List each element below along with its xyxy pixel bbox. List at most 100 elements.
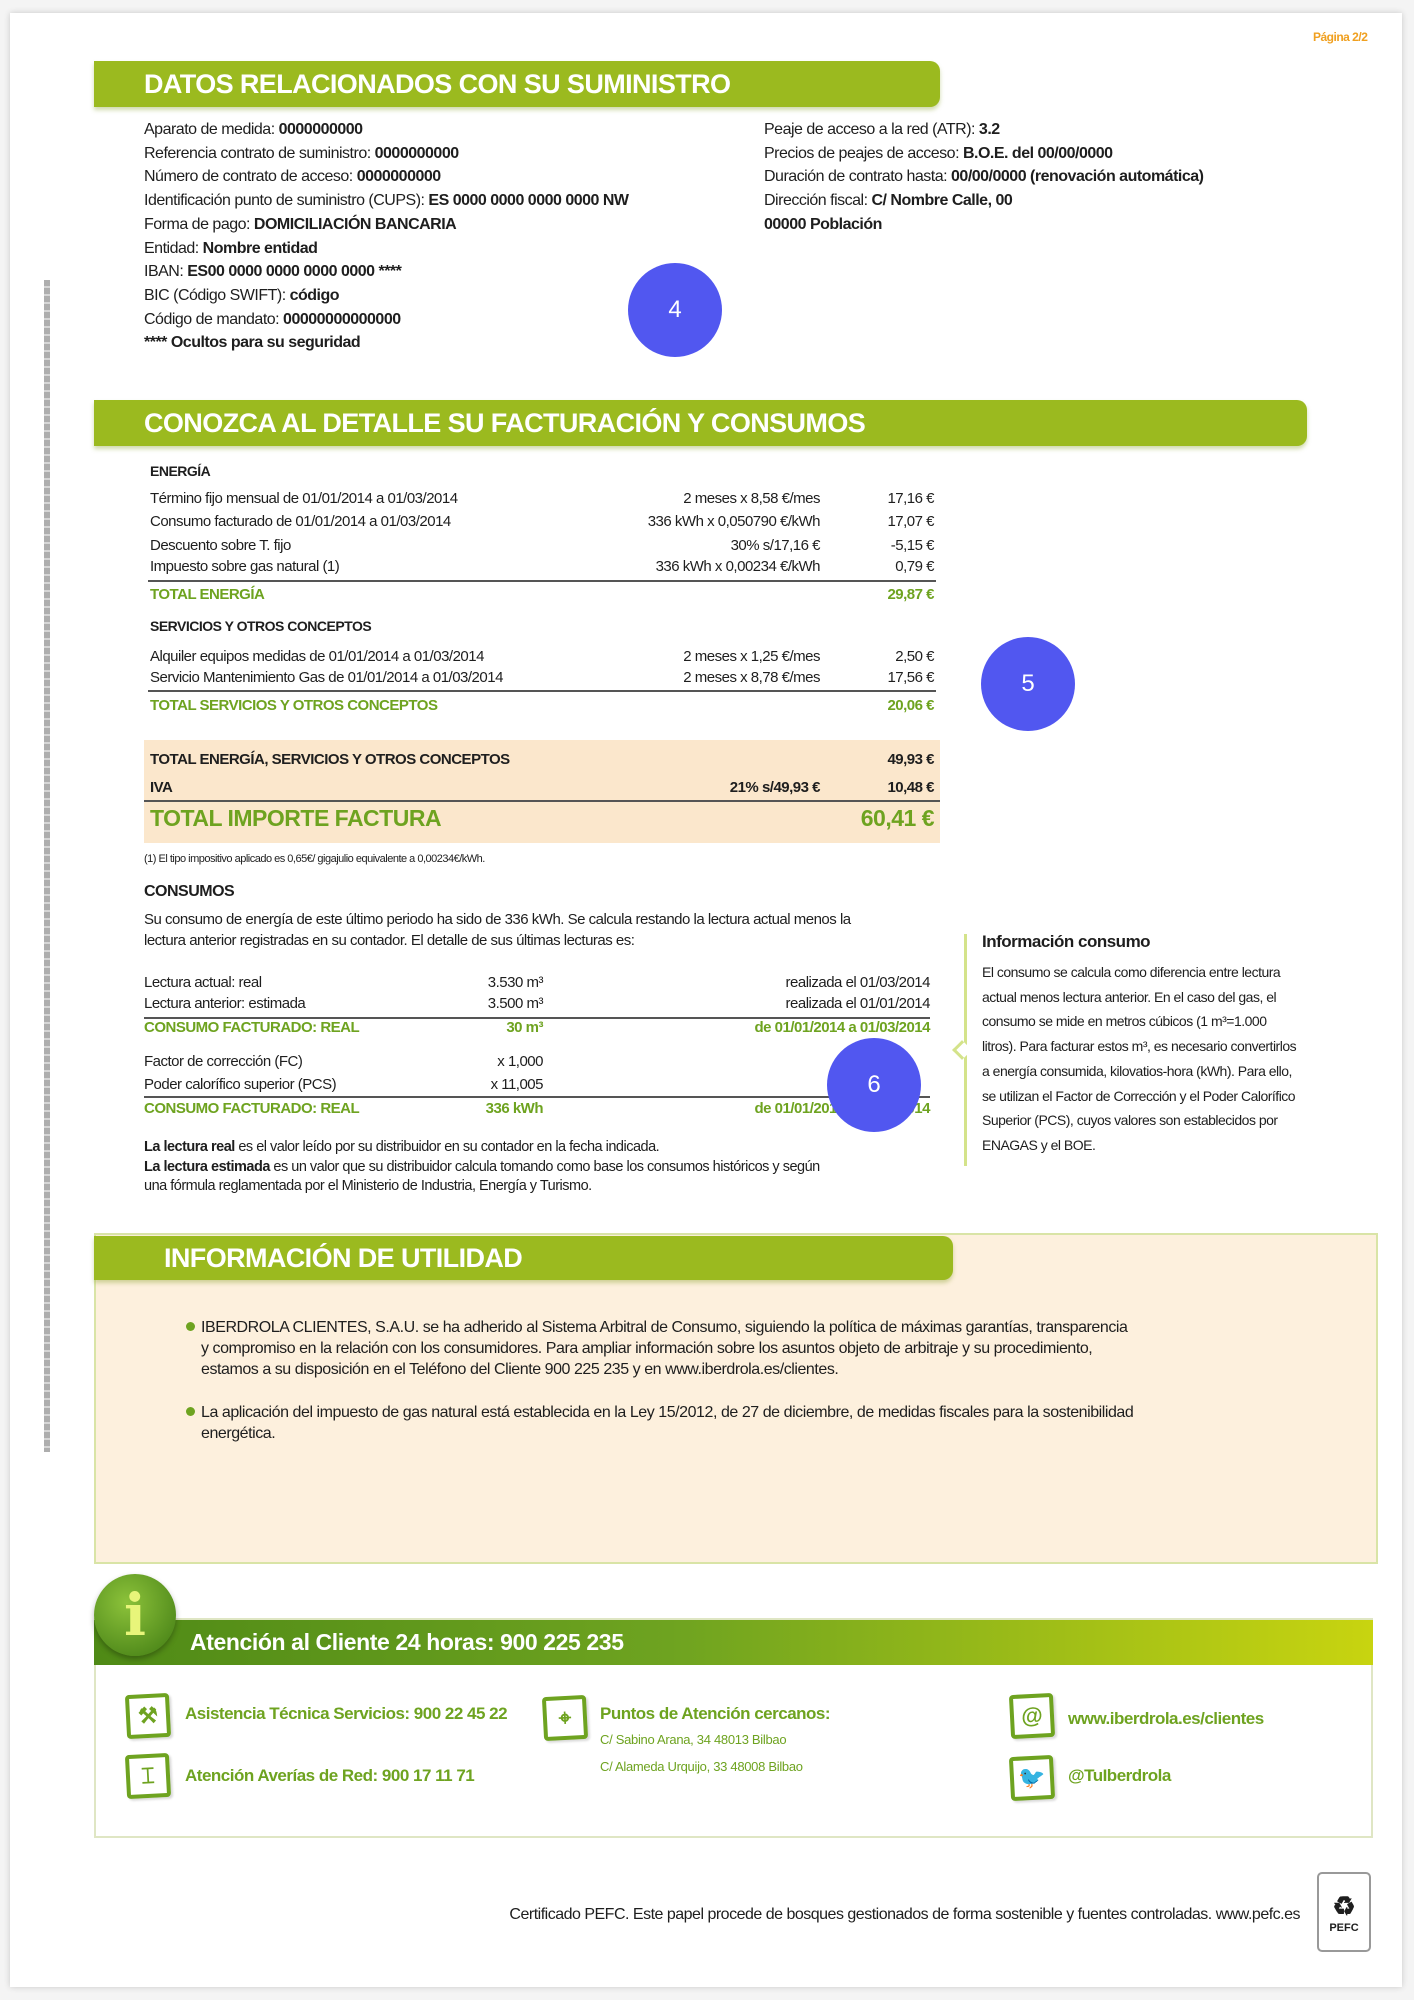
separator-line xyxy=(148,690,936,692)
note-text: es el valor leído por su distribuidor en… xyxy=(234,1139,660,1155)
energy-total-row-amount: 29,87 € xyxy=(887,585,934,603)
vertical-legal-text xyxy=(44,280,50,1452)
factor-row-value: x 11,005 xyxy=(490,1075,544,1093)
utility-line: La aplicación del impuesto de gas natura… xyxy=(201,1404,1134,1421)
field-label: Identificación punto de suministro (CUPS… xyxy=(144,192,429,210)
faults-phone[interactable]: Atención Averías de Red: 900 17 11 71 xyxy=(185,1766,475,1785)
invoice-total-row-label: TOTAL IMPORTE FACTURA xyxy=(150,804,442,831)
services-total-row-label: TOTAL SERVICIOS Y OTROS CONCEPTOS xyxy=(150,696,438,714)
iva-row: IVA 21% s/49,93 € 10,48 € xyxy=(150,777,934,797)
note-bold: La lectura real xyxy=(144,1139,235,1155)
tree-icon: ♻ xyxy=(1332,1890,1356,1921)
energy-row-detail: 2 meses x 8,58 €/mes xyxy=(683,489,820,507)
note-text: es un valor que su distribuidor calcula … xyxy=(269,1158,820,1175)
info-consumo-title: Información consumo xyxy=(982,932,1151,951)
info-line: consumo se mide en metros cúbicos (1 m³=… xyxy=(982,1013,1267,1030)
note-text: una fórmula reglamentada por el Minister… xyxy=(144,1178,592,1194)
field-value: ES00 0000 0000 0000 0000 **** xyxy=(187,263,402,281)
energy-row-label: Término fijo mensual de 01/01/2014 a 01/… xyxy=(150,489,458,507)
utility-title: INFORMACIÓN DE UTILIDAD xyxy=(164,1242,523,1273)
page-number: Página 2/2 xyxy=(1313,30,1368,44)
service-row: Servicio Mantenimiento Gas de 01/01/2014… xyxy=(150,667,934,687)
address-1: C/ Sabino Arana, 34 48013 Bilbao xyxy=(600,1732,787,1747)
field-label: Duración de contrato hasta: xyxy=(764,168,952,186)
reading-row-label: Lectura actual: real xyxy=(144,973,262,991)
supply-field: IBAN: ES00 0000 0000 0000 0000 **** xyxy=(144,263,402,281)
field-label: Número de contrato de acceso: xyxy=(144,168,357,186)
energy-row-detail: 336 kWh x 0,00234 €/kWh xyxy=(655,557,821,575)
info-line: actual menos lectura anterior. En el cas… xyxy=(982,988,1277,1005)
factor-row-value: x 1,000 xyxy=(497,1052,543,1070)
energy-row: Descuento sobre T. fijo 30% s/17,16 € -5,1… xyxy=(150,535,935,555)
utility-item: La aplicación del impuesto de gas natura… xyxy=(201,1402,1134,1444)
field-value: DOMICILIACIÓN BANCARIA xyxy=(253,215,457,233)
supply-field: Entidad: Nombre entidad xyxy=(144,239,318,258)
supply-field: Forma de pago: DOMICILIACIÓN BANCARIA xyxy=(144,215,457,234)
field-label: IBAN: xyxy=(144,263,188,281)
billed-m3-row-date: de 01/01/2014 a 01/03/2014 xyxy=(754,1018,931,1036)
reading-row: Lectura anterior: estimada 3.500 m³ realiz… xyxy=(144,993,931,1013)
customer-service-bar: Atención al Cliente 24 horas: 900 225 23… xyxy=(94,1620,1373,1665)
reading-row-value: 3.530 m³ xyxy=(487,973,544,991)
energy-row-label: Impuesto sobre gas natural (1) xyxy=(150,557,340,575)
field-value: Nombre entidad xyxy=(202,239,318,257)
map-icon: ⌖ xyxy=(541,1694,589,1742)
grand-total-row-label: TOTAL ENERGÍA, SERVICIOS Y OTROS CONCEPT… xyxy=(150,750,510,768)
field-label: Aparato de medida: xyxy=(144,121,279,138)
supply-section-header: DATOS RELACIONADOS CON SU SUMINISTRO xyxy=(94,61,940,107)
separator-line xyxy=(144,1017,930,1019)
field-label: Forma de pago: xyxy=(144,215,254,233)
bullet-icon xyxy=(186,1407,195,1416)
twitter-icon: 🐦 xyxy=(1008,1754,1056,1802)
supply-field: Dirección fiscal: C/ Nombre Calle, 00 xyxy=(764,192,1013,210)
energy-row-label: Descuento sobre T. fijo xyxy=(150,536,291,554)
separator-line xyxy=(144,1096,930,1098)
separator-line xyxy=(148,580,936,582)
field-value: 00000 Población xyxy=(764,215,882,233)
service-row-detail: 2 meses x 8,78 €/mes xyxy=(683,668,820,686)
info-line: Superior (PCS), cuyos valores son establ… xyxy=(982,1112,1278,1129)
field-label: Referencia contrato de suministro: xyxy=(144,144,375,162)
field-label: Código de mandato: xyxy=(144,310,284,328)
address-2: C/ Alameda Urquijo, 33 48008 Bilbao xyxy=(600,1759,803,1774)
pefc-statement: Certificado PEFC. Este papel procede de … xyxy=(509,1906,1300,1923)
supply-field: Peaje de acceso a la red (ATR): 3.2 xyxy=(764,121,1000,139)
reading-row: Lectura actual: real 3.530 m³ realizada el… xyxy=(144,972,931,992)
supply-field: Duración de contrato hasta: 00/00/0000 (… xyxy=(764,168,1204,186)
grand-total-row: TOTAL ENERGÍA, SERVICIOS Y OTROS CONCEPT… xyxy=(150,749,934,769)
marker-6: 6 xyxy=(827,1038,921,1132)
energy-row-detail: 336 kWh x 0,050790 €/kWh xyxy=(647,512,821,530)
billed-kwh-row-label: CONSUMO FACTURADO: REAL xyxy=(144,1099,360,1117)
utility-line: y compromiso en la relación con los cons… xyxy=(201,1340,1093,1357)
info-line: a energía consumida, kilovatios-hora (kW… xyxy=(982,1062,1292,1079)
invoice-total-row: TOTAL IMPORTE FACTURA 60,41 € xyxy=(150,805,935,831)
tech-support-phone[interactable]: Asistencia Técnica Servicios: 900 22 45 … xyxy=(185,1704,508,1723)
marker-5: 5 xyxy=(981,637,1075,731)
factor-row-label: Poder calorífico superior (PCS) xyxy=(144,1075,337,1093)
energy-row: Consumo facturado de 01/01/2014 a 01/03/… xyxy=(150,511,934,531)
energy-row: Impuesto sobre gas natural (1) 336 kWh x … xyxy=(150,556,934,576)
field-value: ES 0000 0000 0000 0000 NW xyxy=(428,192,629,210)
utility-line: energética. xyxy=(201,1425,276,1442)
billed-m3-row-value: 30 m³ xyxy=(506,1018,543,1036)
iva-row-label: IVA xyxy=(150,778,173,796)
energy-row-detail: 30% s/17,16 € xyxy=(730,536,821,554)
service-row-label: Servicio Mantenimiento Gas de 01/01/2014… xyxy=(150,668,503,686)
consumption-note: una fórmula reglamentada por el Minister… xyxy=(144,1178,592,1194)
web-link[interactable]: www.iberdrola.es/clientes xyxy=(1068,1709,1264,1728)
utility-item: IBERDROLA CLIENTES, S.A.U. se ha adherid… xyxy=(201,1317,1128,1380)
wrench-icon: ⚒ xyxy=(124,1692,172,1740)
note-bold: La lectura estimada xyxy=(144,1158,270,1175)
twitter-link[interactable]: @TuIberdrola xyxy=(1068,1766,1171,1785)
supply-field: 00000 Población xyxy=(764,216,882,234)
field-label: Dirección fiscal: xyxy=(764,192,872,210)
field-label: Peaje de acceso a la red (ATR): xyxy=(764,121,979,138)
energy-row-label: Consumo facturado de 01/01/2014 a 01/03/… xyxy=(150,512,451,530)
service-row: Alquiler equipos medidas de 01/01/2014 a… xyxy=(150,646,934,666)
energy-total-row-label: TOTAL ENERGÍA xyxy=(150,585,265,603)
consumption-note: La lectura real es el valor leído por su… xyxy=(144,1139,660,1155)
field-label: Precios de peajes de acceso: xyxy=(764,144,963,162)
energy-row-amount: -5,15 € xyxy=(890,536,935,554)
field-value: 3.2 xyxy=(978,121,1000,138)
marker-4: 4 xyxy=(628,263,722,357)
